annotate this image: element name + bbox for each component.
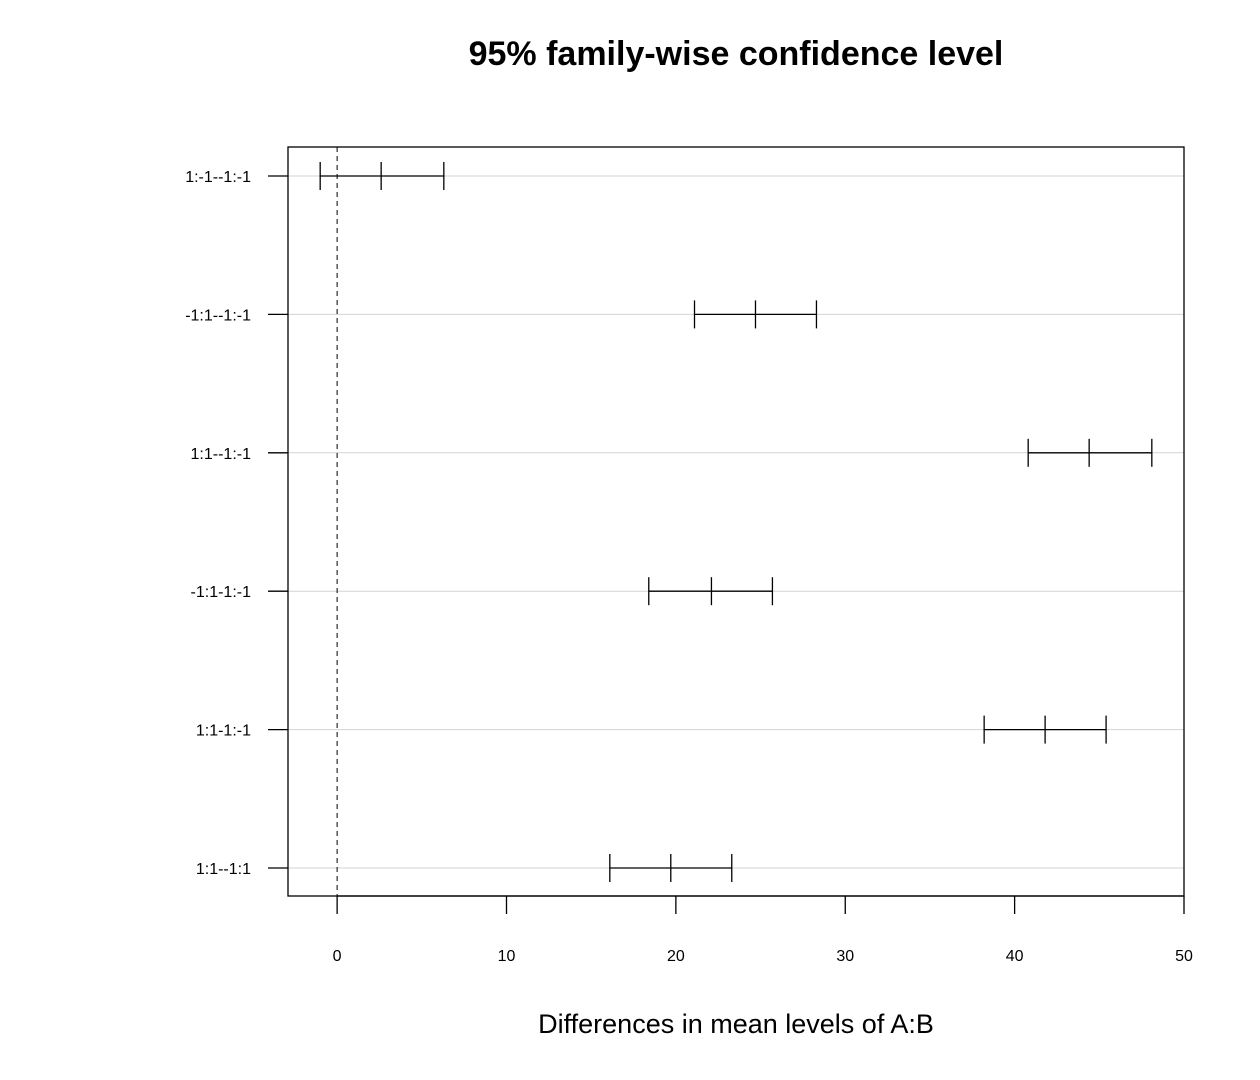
x-tick-label: 30 bbox=[836, 948, 854, 965]
y-tick-label: 1:1-1:-1 bbox=[196, 723, 251, 740]
y-tick-label: -1:1--1:-1 bbox=[185, 307, 251, 324]
x-tick-label: 0 bbox=[333, 948, 342, 965]
x-axis-label: Differences in mean levels of A:B bbox=[538, 1009, 934, 1039]
x-tick-label: 40 bbox=[1006, 948, 1024, 965]
confidence-interval bbox=[609, 854, 733, 882]
grid-lines bbox=[288, 175, 1184, 869]
x-axis: 0 10 20 30 40 50 bbox=[333, 895, 1193, 965]
y-tick-label: -1:1-1:-1 bbox=[191, 584, 252, 601]
chart-title: 95% family-wise confidence level bbox=[469, 35, 1004, 73]
plot-frame bbox=[287, 146, 1185, 897]
y-tick-label: 1:1--1:-1 bbox=[191, 446, 252, 463]
y-tick-label: 1:1--1:1 bbox=[196, 861, 251, 878]
confidence-interval bbox=[983, 715, 1107, 744]
confidence-interval bbox=[693, 300, 818, 329]
interval-group bbox=[319, 162, 1153, 882]
y-axis: 1:-1--1:-1 -1:1--1:-1 1:1--1:-1 -1:1-1:-1 1:… bbox=[185, 169, 288, 878]
confidence-interval bbox=[648, 577, 774, 606]
confidence-interval bbox=[1027, 438, 1153, 467]
x-tick-label: 10 bbox=[498, 948, 516, 965]
confidence-interval bbox=[319, 162, 445, 190]
x-tick-label: 50 bbox=[1175, 948, 1193, 965]
x-tick-label: 20 bbox=[667, 948, 685, 965]
y-tick-label: 1:-1--1:-1 bbox=[185, 169, 251, 186]
